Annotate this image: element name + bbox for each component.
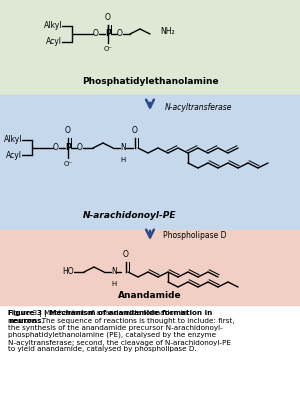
Text: H: H bbox=[111, 281, 117, 287]
Text: P: P bbox=[105, 29, 111, 38]
Text: O: O bbox=[65, 126, 71, 135]
Text: O: O bbox=[77, 143, 83, 152]
Text: Phosphatidylethanolamine: Phosphatidylethanolamine bbox=[82, 78, 218, 86]
Text: O: O bbox=[93, 29, 99, 38]
Text: N-acyltransferase: N-acyltransferase bbox=[165, 103, 232, 112]
Text: Alkyl: Alkyl bbox=[4, 135, 22, 145]
Text: Anandamide: Anandamide bbox=[118, 292, 182, 301]
Text: O⁻: O⁻ bbox=[103, 46, 112, 52]
Bar bbox=[0, 95, 300, 230]
Text: Figure 3 | Mechanism of anandamide formation in
neurons.: Figure 3 | Mechanism of anandamide forma… bbox=[8, 310, 212, 324]
Text: Acyl: Acyl bbox=[46, 38, 62, 46]
Text: Alkyl: Alkyl bbox=[44, 21, 62, 30]
Text: H: H bbox=[120, 157, 126, 163]
Text: N: N bbox=[120, 143, 126, 152]
Text: P: P bbox=[65, 143, 71, 152]
Text: Phospholipase D: Phospholipase D bbox=[163, 231, 226, 240]
Text: N: N bbox=[111, 267, 117, 276]
Text: O: O bbox=[132, 126, 138, 135]
Text: O: O bbox=[123, 250, 129, 259]
Text: O: O bbox=[53, 143, 59, 152]
Text: NH₂: NH₂ bbox=[160, 27, 175, 36]
Text: O: O bbox=[117, 29, 123, 38]
Bar bbox=[0, 0, 300, 95]
Text: Acyl: Acyl bbox=[6, 151, 22, 160]
Text: Figure 3 | Mechanism of anandamide formation in
neurons. The sequence of reactio: Figure 3 | Mechanism of anandamide forma… bbox=[8, 310, 235, 353]
Text: O: O bbox=[105, 13, 111, 22]
Bar bbox=[0, 230, 300, 305]
Text: HO: HO bbox=[62, 267, 74, 276]
Text: O⁻: O⁻ bbox=[63, 161, 73, 167]
Text: N-arachidonoyl-PE: N-arachidonoyl-PE bbox=[83, 210, 177, 219]
